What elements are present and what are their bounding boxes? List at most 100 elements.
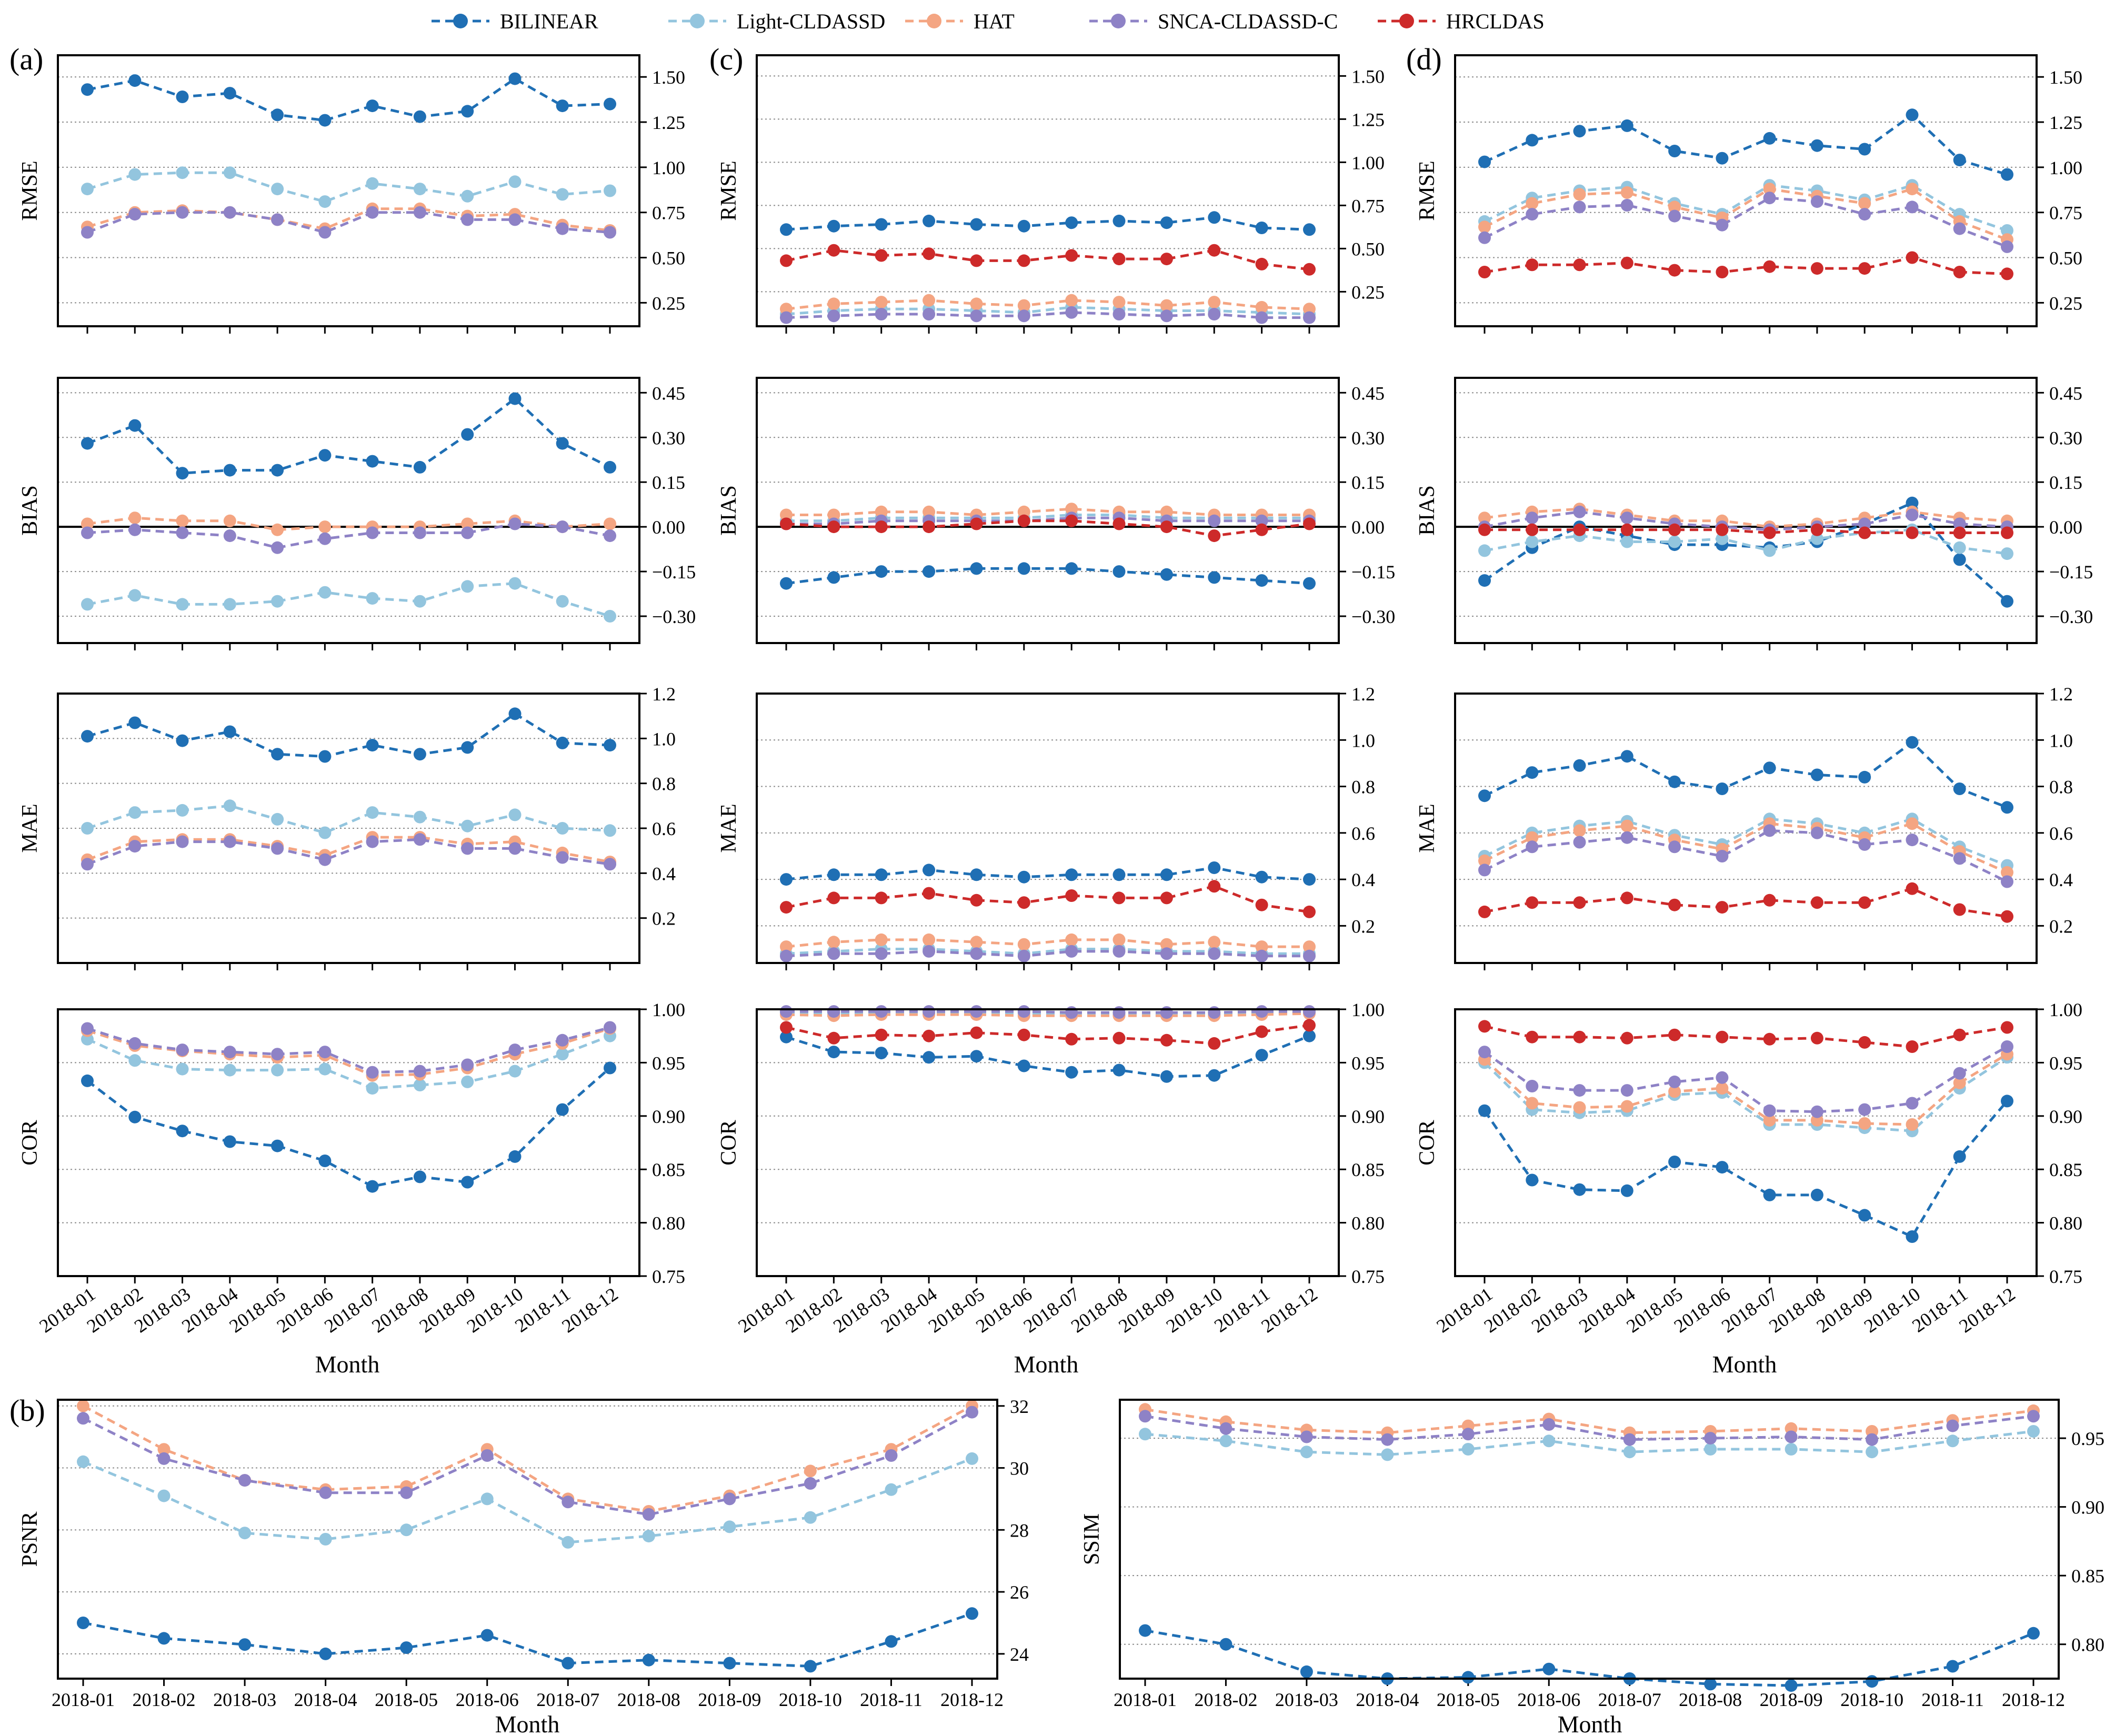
data-point (2001, 224, 2013, 237)
data-point (1208, 861, 1221, 874)
series-hrcldas (780, 1019, 1316, 1050)
legend-label: HRCLDAS (1446, 9, 1545, 33)
data-point (1300, 1665, 1313, 1678)
data-point (413, 183, 426, 196)
data-point (1526, 535, 1539, 548)
data-point (1208, 880, 1221, 893)
data-point (1573, 258, 1586, 272)
series-line (1484, 507, 2008, 528)
series-snca-cldassd-c (81, 206, 616, 239)
data-point (1906, 736, 1919, 749)
data-point (1255, 940, 1268, 954)
series-line (1483, 196, 2008, 248)
x-tick-label: 2018-04 (294, 1689, 357, 1710)
data-point (1526, 134, 1539, 147)
data-point (1017, 1059, 1030, 1072)
panel-c-bias: −0.30 −0.15 0.00 0.15 0.30 0.45 BIAS (717, 377, 1395, 650)
series-light-cldassd (1478, 179, 2013, 237)
data-point (318, 195, 332, 208)
legend-item-snca-cldassd-c: SNCA-CLDASSD-C (1089, 9, 1338, 33)
series-line (83, 1612, 973, 1668)
y-tick-label: 1.2 (1351, 684, 1375, 705)
data-point (1017, 254, 1030, 267)
panel-a-bias: −0.30 −0.15 0.00 0.15 0.30 0.45 BIAS (18, 377, 696, 650)
data-point (77, 1399, 89, 1412)
x-tick-label: 2018-10 (779, 1689, 842, 1710)
data-point (1763, 544, 1776, 557)
series-line (1145, 1430, 2034, 1456)
data-point (1160, 947, 1173, 960)
data-point (366, 206, 379, 219)
data-point (508, 72, 522, 85)
legend-marker (1111, 14, 1126, 28)
y-tick-label: 0.90 (652, 1106, 685, 1127)
data-point (1526, 197, 1539, 210)
data-point (1668, 145, 1681, 157)
data-point (157, 1452, 171, 1465)
data-point (804, 1477, 817, 1490)
series-hat (81, 1022, 616, 1082)
data-point (318, 449, 332, 462)
data-point (1763, 183, 1776, 196)
y-tick-label: −0.30 (652, 606, 696, 627)
data-point (970, 517, 983, 530)
data-point (508, 1150, 522, 1163)
data-point (1208, 514, 1221, 527)
data-point (1112, 517, 1126, 530)
data-point (1704, 1678, 1717, 1691)
data-point (318, 853, 332, 866)
data-point (827, 571, 840, 584)
series-hat (81, 202, 616, 237)
series-line (87, 712, 610, 758)
data-point (1906, 882, 1919, 895)
series-line (1484, 528, 2008, 555)
y-tick-label: −0.15 (2049, 561, 2093, 583)
data-point (966, 1607, 978, 1620)
data-point (827, 891, 840, 905)
data-point (923, 308, 936, 320)
data-point (223, 835, 236, 848)
data-point (1620, 831, 1633, 844)
data-point (461, 580, 474, 593)
data-point (1810, 1188, 1823, 1201)
series-light-cldassd (81, 166, 616, 208)
y-tick-label: 0.2 (1351, 916, 1375, 937)
data-point (1478, 574, 1491, 587)
y-tick-label: 0.4 (652, 863, 676, 884)
data-point (176, 206, 189, 219)
data-point (461, 517, 474, 530)
series-snca-cldassd-c (81, 1021, 616, 1079)
series-hrcldas (1478, 1020, 2013, 1053)
data-point (604, 610, 616, 623)
data-point (366, 1180, 379, 1193)
data-point (318, 226, 332, 239)
series-line (86, 1067, 611, 1188)
data-point (223, 1135, 236, 1148)
series-line (87, 838, 610, 866)
data-point (875, 868, 888, 881)
series-line (82, 1404, 973, 1513)
data-point (81, 526, 94, 539)
y-tick-label: 1.2 (652, 684, 676, 705)
series-hrcldas (780, 244, 1316, 276)
series-line (786, 950, 1309, 958)
data-point (1208, 947, 1221, 960)
data-point (128, 208, 142, 221)
data-point (1953, 1150, 1966, 1163)
series-line (1484, 1025, 2008, 1048)
y-tick-label: 0.90 (2049, 1106, 2082, 1127)
data-point (128, 840, 142, 853)
data-point (1716, 1071, 1729, 1084)
data-point (923, 1051, 936, 1064)
y-tick-label: 1.50 (1351, 66, 1385, 87)
series-light-cldassd (1478, 812, 2013, 872)
data-point (1946, 1419, 1959, 1432)
data-point (1255, 300, 1268, 314)
data-point (1573, 505, 1586, 518)
data-point (1255, 870, 1268, 884)
data-point (1478, 155, 1491, 168)
y-tick-label: 0.4 (1351, 869, 1375, 890)
data-point (1810, 1031, 1823, 1045)
series-snca-cldassd-c (780, 945, 1316, 962)
data-point (1573, 200, 1586, 214)
